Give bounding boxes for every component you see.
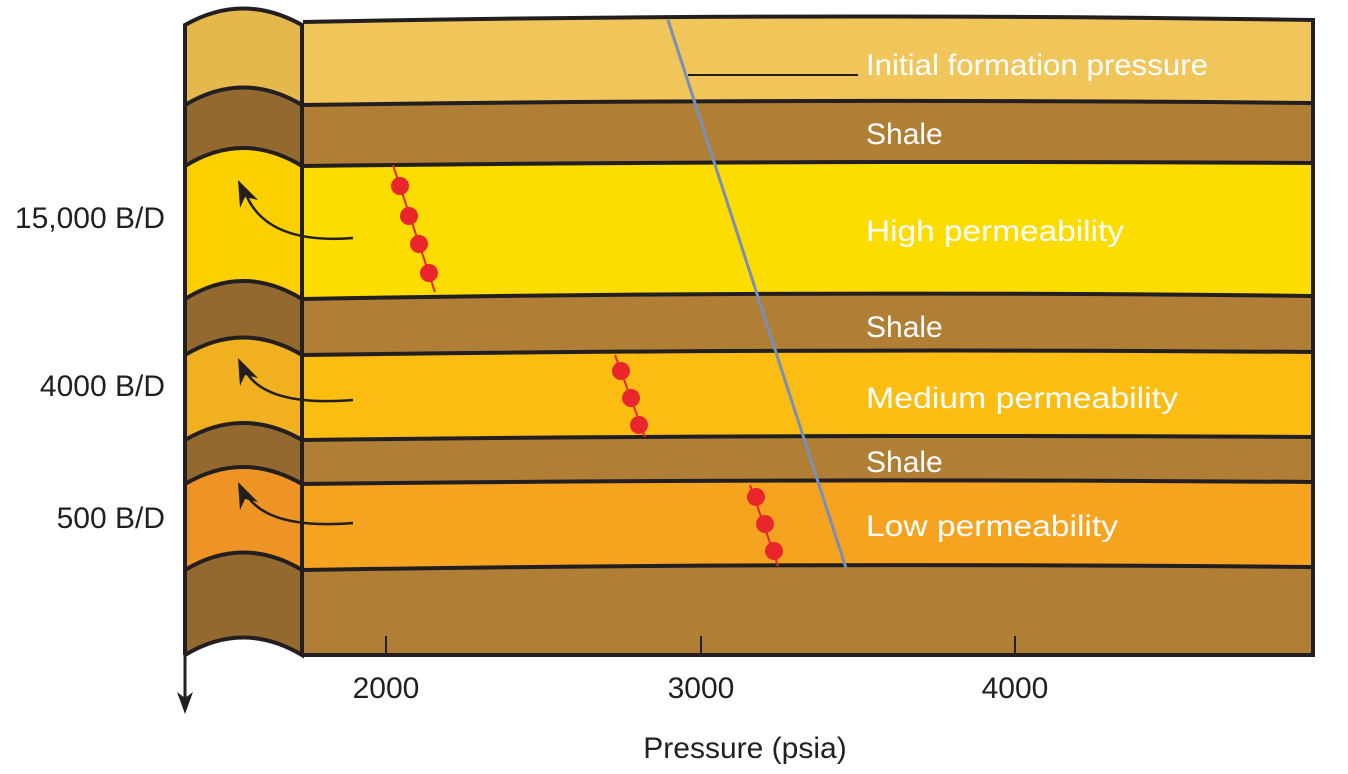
label-shale-3: Shale [866,446,943,479]
pressure-point [630,416,648,434]
layer-shale-1 [303,100,1313,166]
pressure-point [622,389,640,407]
axis-title: Pressure (psia) [643,732,846,765]
flow-arrow-medium [243,369,354,403]
x-axis [385,636,1016,655]
layer-shale-2 [303,293,1313,355]
rate-medium: 4000 B/D [40,370,165,403]
depth-arrow [177,655,193,714]
tick-label: 4000 [982,672,1049,705]
pressure-point [765,542,783,560]
layer-high-permeability [303,162,1313,299]
pressure-point [400,207,418,225]
pressure-points-high [391,164,438,293]
label-low-permeability: Low permeability [866,510,1118,543]
layer-low-permeability [303,480,1313,570]
pressure-point [612,362,630,380]
wellbore [177,6,304,714]
layer-bottom [303,565,1313,655]
pressure-point [747,488,765,506]
label-shale-2: Shale [866,311,943,344]
rate-high: 15,000 B/D [15,202,165,235]
layer-medium-permeability [303,350,1313,440]
pressure-points-low [747,484,783,567]
pressure-point [420,264,438,282]
pressure-point [756,515,774,533]
formation-layers [302,14,1315,657]
initial-pressure-line [666,19,848,569]
label-shale-1: Shale [866,118,943,151]
flow-arrow-high [243,191,354,240]
label-initial-formation-pressure: Initial formation pressure [866,49,1208,82]
tick-label: 2000 [353,672,420,705]
pressure-point [391,177,409,195]
label-medium-permeability: Medium permeability [866,382,1178,415]
pressure-point [410,235,428,253]
layer-shale-3 [303,436,1313,484]
label-high-permeability: High permeability [866,215,1124,248]
arrowhead-icon [238,180,258,208]
tick-label: 3000 [668,672,735,705]
arrowhead-icon [238,482,258,510]
arrowhead-icon [238,358,258,386]
rate-low: 500 B/D [57,502,165,535]
pressure-points-medium [612,354,648,438]
layer-initial [303,16,1313,106]
